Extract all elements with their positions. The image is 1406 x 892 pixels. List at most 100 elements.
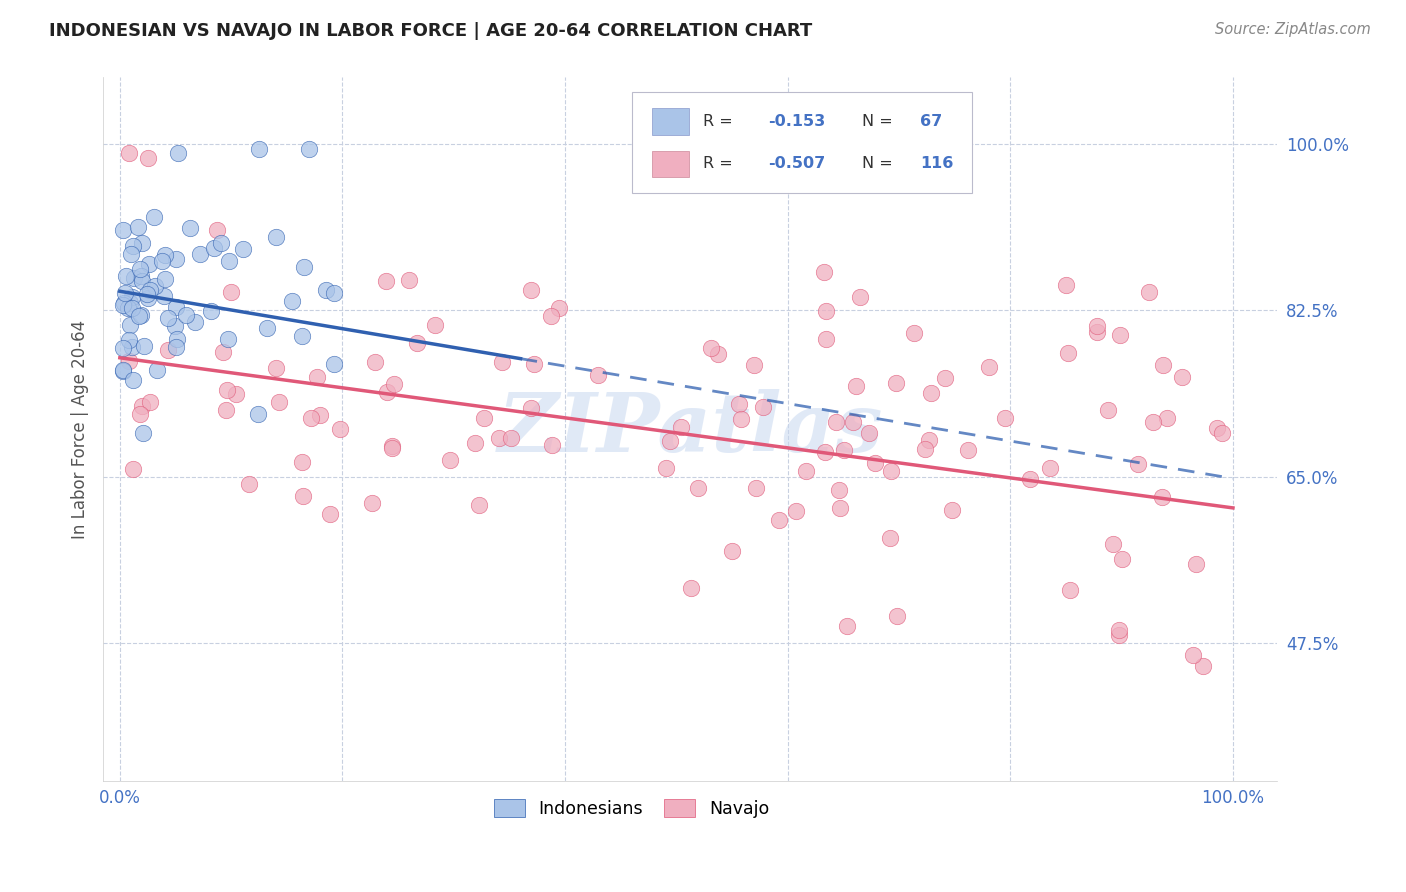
Point — [139, 283, 162, 297]
Point — [165, 340, 187, 354]
Point — [132, 339, 155, 353]
Point — [112, 223, 135, 237]
FancyBboxPatch shape — [631, 92, 972, 194]
Point — [138, 257, 160, 271]
Bar — [651, 151, 689, 178]
Point — [832, 443, 855, 458]
Point — [112, 296, 135, 310]
Point — [918, 433, 941, 447]
Point — [1211, 426, 1233, 441]
Point — [143, 211, 166, 225]
Point — [217, 332, 239, 346]
Point — [1137, 285, 1160, 300]
Point — [146, 363, 169, 377]
Point — [128, 309, 150, 323]
Point — [828, 501, 851, 516]
Text: N =: N = — [862, 156, 897, 171]
Point — [464, 436, 486, 450]
Point — [238, 476, 260, 491]
Point — [291, 455, 314, 469]
Point — [423, 318, 446, 332]
Point — [143, 279, 166, 293]
Point — [681, 581, 703, 595]
Point — [957, 443, 980, 458]
Point — [863, 456, 886, 470]
Point — [1152, 358, 1174, 372]
Point — [488, 431, 510, 445]
Point — [688, 481, 710, 495]
Point — [884, 376, 907, 390]
Point — [1102, 537, 1125, 551]
Point — [215, 403, 238, 417]
Point — [122, 462, 145, 476]
Point — [1109, 328, 1132, 343]
Bar — [651, 109, 689, 135]
Point — [523, 357, 546, 371]
Point — [163, 318, 186, 333]
Point — [129, 269, 152, 284]
Point — [122, 373, 145, 387]
Point — [880, 464, 903, 478]
Point — [382, 376, 405, 391]
Point — [1019, 472, 1042, 486]
Point — [323, 357, 346, 371]
Point — [315, 283, 337, 297]
Point — [131, 236, 153, 251]
Point — [135, 287, 157, 301]
Point — [200, 304, 222, 318]
Text: N =: N = — [862, 114, 897, 129]
Point — [176, 308, 198, 322]
Point — [114, 285, 136, 300]
Point — [166, 146, 188, 161]
Point — [139, 394, 162, 409]
Point — [815, 332, 838, 346]
Point — [256, 321, 278, 335]
Point — [112, 341, 135, 355]
Point — [153, 288, 176, 302]
Point — [165, 301, 187, 315]
Point — [1097, 403, 1119, 417]
Point — [305, 370, 328, 384]
Point — [129, 308, 152, 322]
Text: ZIPatlas: ZIPatlas — [498, 389, 883, 469]
Point — [381, 439, 404, 453]
Point — [112, 363, 135, 377]
Point — [886, 608, 908, 623]
Point — [136, 291, 159, 305]
Point — [1128, 457, 1150, 471]
Point — [121, 290, 143, 304]
Point — [120, 246, 142, 260]
Text: -0.507: -0.507 — [768, 156, 825, 171]
Point — [835, 619, 858, 633]
Point — [1156, 410, 1178, 425]
Point — [131, 273, 153, 287]
Point — [1085, 325, 1108, 339]
Point — [707, 347, 730, 361]
Text: R =: R = — [703, 156, 738, 171]
Point — [209, 235, 232, 250]
Point — [814, 304, 837, 318]
Point — [1039, 461, 1062, 475]
Point — [131, 425, 153, 440]
Point — [752, 400, 775, 414]
Point — [329, 422, 352, 436]
Point — [768, 513, 790, 527]
Point — [824, 415, 846, 429]
Point — [165, 252, 187, 266]
Point — [157, 310, 180, 325]
Point — [217, 383, 239, 397]
Text: Source: ZipAtlas.com: Source: ZipAtlas.com — [1215, 22, 1371, 37]
Point — [1142, 415, 1164, 429]
Point — [115, 268, 138, 283]
Point — [202, 241, 225, 255]
Point — [363, 354, 385, 368]
Point — [247, 142, 270, 156]
Point — [118, 146, 141, 161]
Point — [136, 151, 159, 165]
Point — [291, 328, 314, 343]
Point — [1111, 552, 1133, 566]
Point — [121, 301, 143, 315]
Point — [264, 360, 287, 375]
Point — [468, 498, 491, 512]
Point — [845, 379, 868, 393]
